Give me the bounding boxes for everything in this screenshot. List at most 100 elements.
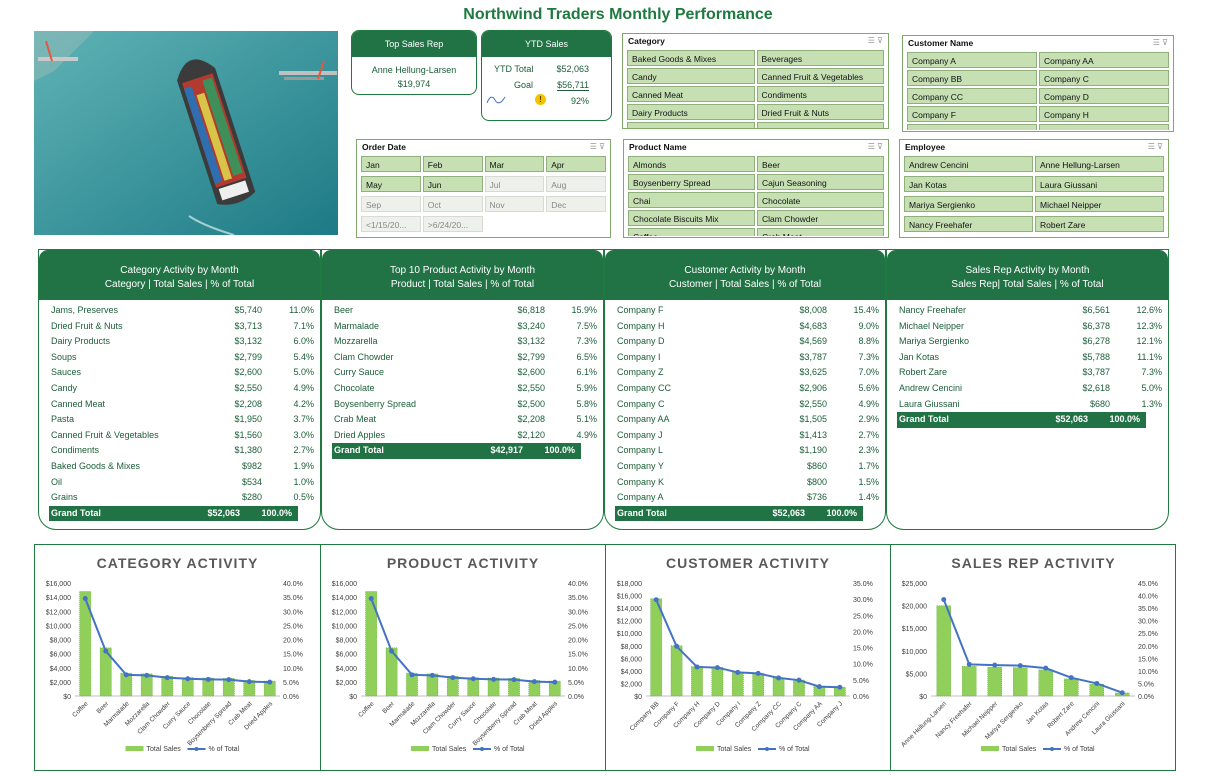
filter-clear-icon[interactable]: ☰ ⊽ <box>1152 38 1168 47</box>
x-tick-label: Coffee <box>357 700 376 719</box>
category-slicer[interactable]: Category ☰ ⊽ Baked Goods & Mixes Beverages… <box>622 33 889 129</box>
row-label: Soups <box>51 351 77 362</box>
slicer-item[interactable]: Nancy Freehafer <box>904 216 1033 232</box>
y2-tick-label: 10.0% <box>1138 669 1158 676</box>
row-pct: 5.0% <box>1141 382 1162 393</box>
row-pct: 5.8% <box>576 398 597 409</box>
row-sales: $1,380 <box>234 445 262 456</box>
slicer-item[interactable]: >6/24/20... <box>422 216 483 232</box>
line-point <box>144 672 150 678</box>
row-pct: 1.4% <box>858 492 879 503</box>
grand-total-pct: 100.0% <box>544 445 575 456</box>
slicer-item[interactable]: Jams, Preserves <box>756 122 884 128</box>
slicer-item[interactable]: Mariya Sergienko <box>904 196 1033 212</box>
slicer-item[interactable]: Aug <box>546 176 606 192</box>
slicer-item[interactable]: Company H <box>1039 106 1169 122</box>
slicer-item[interactable]: Company J <box>1039 124 1169 130</box>
slicer-item[interactable]: Chocolate <box>757 192 884 208</box>
slicer-item[interactable]: Apr <box>546 156 606 172</box>
filter-clear-icon[interactable]: ☰ ⊽ <box>1147 142 1163 151</box>
table-row: Beer $6,818 15.9% <box>322 303 603 319</box>
table-row: Robert Zare $3,787 7.3% <box>887 365 1168 381</box>
slicer-item[interactable]: Chocolate Biscuits Mix <box>628 210 755 226</box>
slicer-item[interactable]: Chai <box>628 192 755 208</box>
slicer-item[interactable]: Jun <box>422 176 483 192</box>
bar <box>406 672 418 697</box>
customer-slicer[interactable]: Customer Name ☰ ⊽ Company A Company AA Comp… <box>902 35 1174 132</box>
slicer-item[interactable]: Dec <box>546 196 606 212</box>
row-pct: 2.3% <box>858 445 879 456</box>
slicer-item[interactable]: Company CC <box>907 88 1037 104</box>
slicer-item[interactable]: <1/15/20... <box>361 216 421 232</box>
grand-total-pct: 100.0% <box>261 507 292 518</box>
x-tick-label: Beer <box>96 700 111 715</box>
slicer-item[interactable]: Dairy Products <box>627 104 755 120</box>
row-pct: 15.9% <box>571 305 597 315</box>
bar <box>548 680 561 697</box>
top-sales-rep-value: $19,974 <box>397 79 431 89</box>
row-label: Robert Zare <box>899 367 948 378</box>
slicer-item[interactable]: Michael Neipper <box>1035 196 1164 212</box>
slicer-item[interactable]: Crab Meat <box>757 228 884 236</box>
slicer-item[interactable]: Robert Zare <box>1035 216 1164 232</box>
slicer-item[interactable]: Baked Goods & Mixes <box>627 50 755 66</box>
slicer-item[interactable]: Andrew Cencini <box>904 156 1033 172</box>
order-date-slicer[interactable]: Order Date ☰ ⊽ Jan Feb Mar Apr May Jun Jul Aug Se… <box>356 139 611 238</box>
slicer-item[interactable]: Candy <box>627 68 755 84</box>
grand-total-sales: $52,063 <box>772 507 805 518</box>
slicer-item[interactable]: Beverages <box>756 50 884 66</box>
slicer-item[interactable]: Anne Hellung-Larsen <box>1035 156 1164 172</box>
filter-clear-icon[interactable]: ☰ ⊽ <box>867 142 883 151</box>
filter-clear-icon[interactable]: ☰ ⊽ <box>589 142 605 151</box>
row-sales: $6,818 <box>517 305 545 315</box>
pivot-title: Category Activity by Month <box>120 265 239 276</box>
slicer-item[interactable]: Oct <box>422 196 483 212</box>
y2-tick-label: 30.0% <box>283 609 303 616</box>
slicer-item[interactable]: Laura Giussani <box>1035 176 1164 192</box>
row-label: Company I <box>617 351 661 362</box>
legend-line-marker <box>480 747 484 751</box>
table-row: Oil $534 1.0% <box>39 475 320 491</box>
slicer-item[interactable]: Company AA <box>1039 52 1169 68</box>
bar <box>467 677 480 697</box>
slicer-item[interactable]: Jan Kotas <box>904 176 1033 192</box>
slicer-item[interactable]: Clam Chowder <box>757 210 884 226</box>
slicer-item[interactable]: Company I <box>907 124 1037 130</box>
filter-clear-icon[interactable]: ☰ ⊽ <box>867 36 883 45</box>
slicer-item[interactable]: Condiments <box>756 86 884 102</box>
table-row: Dairy Products $3,132 6.0% <box>39 334 320 350</box>
slicer-item[interactable]: Company C <box>1039 70 1169 86</box>
product-slicer[interactable]: Product Name ☰ ⊽ Almonds Beer Boysenberry S… <box>623 139 889 238</box>
slicer-item[interactable]: Company A <box>907 52 1037 68</box>
slicer-item[interactable]: Jan <box>361 156 421 172</box>
slicer-item[interactable]: Company BB <box>907 70 1037 86</box>
slicer-item[interactable]: May <box>361 176 421 192</box>
slicer-item[interactable]: Canned Fruit & Vegetables <box>756 68 884 84</box>
row-label: Canned Meat <box>51 398 106 409</box>
row-sales: $2,208 <box>234 398 262 409</box>
slicer-item[interactable]: Mar <box>484 156 545 172</box>
slicer-item[interactable]: Almonds <box>628 156 755 172</box>
row-sales: $2,550 <box>234 382 262 393</box>
row-label: Laura Giussani <box>899 398 960 409</box>
slicer-item[interactable]: Feb <box>422 156 483 172</box>
y2-tick-label: 25.0% <box>1138 631 1158 638</box>
employee-slicer[interactable]: Employee ☰ ⊽ Andrew Cencini Anne Hellung-L… <box>899 139 1169 238</box>
slicer-item[interactable]: Cajun Seasoning <box>757 174 884 190</box>
y2-tick-label: 15.0% <box>568 652 588 659</box>
slicer-item[interactable]: Canned Meat <box>627 86 755 102</box>
y2-tick-label: 40.0% <box>568 581 588 588</box>
line-point <box>796 677 802 683</box>
slicer-item[interactable]: Jul <box>484 176 545 192</box>
slicer-item[interactable]: Company F <box>907 106 1037 122</box>
slicer-item[interactable]: Grains <box>627 122 755 128</box>
row-sales: $2,550 <box>799 398 827 409</box>
slicer-item[interactable]: Dried Fruit & Nuts <box>756 104 884 120</box>
slicer-item[interactable]: Boysenberry Spread <box>628 174 755 190</box>
slicer-item[interactable]: Company D <box>1039 88 1169 104</box>
slicer-item[interactable]: Coffee <box>628 228 755 236</box>
slicer-item[interactable]: Beer <box>757 156 884 172</box>
slicer-item[interactable]: Nov <box>484 196 545 212</box>
row-pct: 3.7% <box>293 414 314 425</box>
slicer-item[interactable]: Sep <box>361 196 421 212</box>
